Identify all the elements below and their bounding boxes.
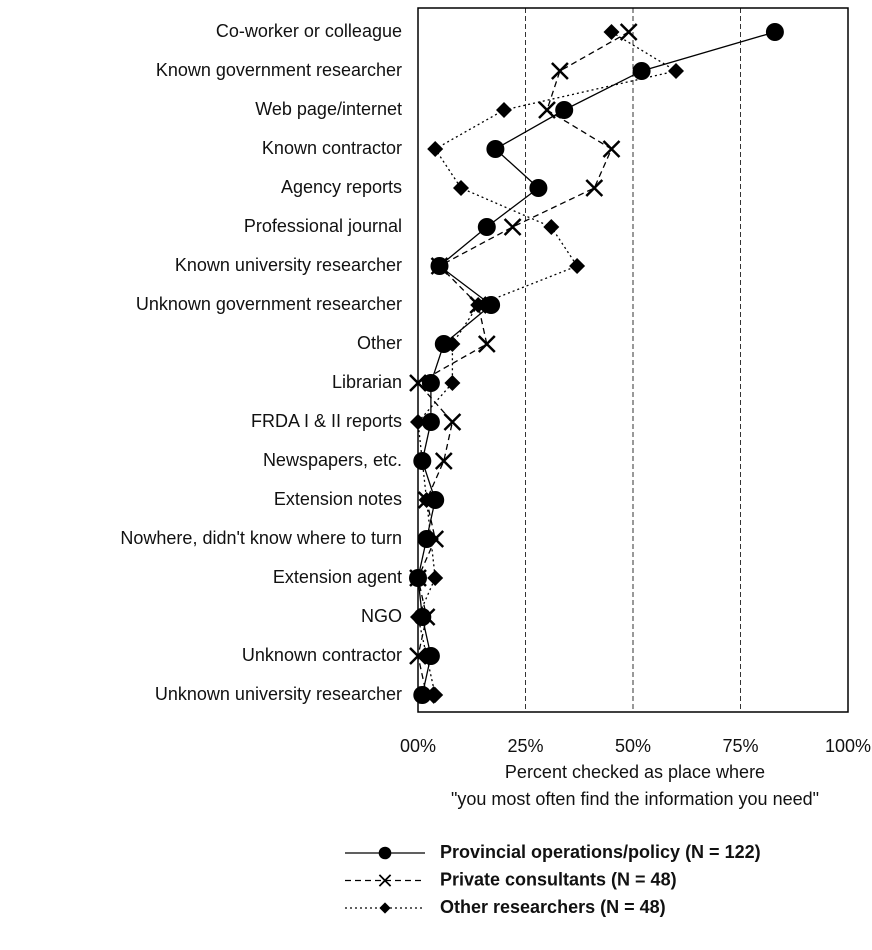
data-point: [427, 141, 444, 157]
data-point: [421, 413, 440, 431]
y-tick-label: Professional journal: [244, 216, 402, 236]
x-axis-label: Percent checked as place where: [505, 762, 765, 782]
x-tick-label: 50%: [615, 736, 651, 756]
data-point: [417, 608, 436, 626]
data-point: [551, 62, 569, 80]
y-tick-label: Web page/internet: [255, 99, 402, 119]
y-tick-label: Newspapers, etc.: [263, 450, 402, 470]
data-point: [409, 569, 427, 587]
x-tick-label: 25%: [507, 736, 543, 756]
x-axis-label: "you most often find the information you…: [451, 789, 819, 809]
y-tick-label: FRDA I & II reports: [251, 411, 402, 431]
y-tick-label: Known government researcher: [156, 60, 402, 80]
y-tick-label: Agency reports: [281, 177, 402, 197]
data-point: [453, 180, 469, 196]
data-point: [555, 101, 574, 119]
y-tick-label: Librarian: [332, 372, 402, 392]
data-point: [413, 686, 432, 704]
legend-marker: [378, 846, 392, 860]
legend-label: Other researchers (N = 48): [440, 897, 666, 917]
legend-marker: [378, 874, 392, 887]
y-tick-label: Unknown contractor: [242, 645, 402, 665]
y-tick-label: NGO: [361, 606, 402, 626]
data-point: [477, 335, 496, 353]
data-point: [668, 63, 684, 79]
data-point: [418, 648, 435, 664]
data-point: [418, 492, 435, 508]
data-point: [503, 218, 522, 236]
data-point: [417, 686, 436, 704]
data-point: [496, 102, 512, 118]
data-point: [486, 140, 505, 158]
x-tick-label: 100%: [825, 736, 871, 756]
y-tick-label: Nowhere, didn't know where to turn: [120, 528, 402, 548]
y-tick-label: Extension notes: [274, 489, 402, 509]
y-tick-label: Co-worker or colleague: [216, 21, 402, 41]
data-point: [427, 687, 444, 703]
data-point: [529, 179, 548, 197]
data-point: [434, 452, 453, 470]
data-point: [538, 101, 556, 119]
data-point: [765, 23, 784, 41]
data-point: [444, 336, 461, 352]
legend-label: Provincial operations/policy (N = 122): [440, 842, 761, 862]
data-point: [409, 374, 427, 392]
y-tick-label: Extension agent: [273, 567, 402, 587]
data-point: [632, 62, 651, 80]
series-line: [417, 31, 776, 696]
data-point: [569, 258, 586, 274]
x-tick-label: 75%: [722, 736, 758, 756]
y-tick-label: Other: [357, 333, 402, 353]
data-point: [482, 296, 501, 314]
y-tick-label: Unknown university researcher: [155, 684, 402, 704]
series-line: [417, 31, 678, 696]
data-point: [543, 219, 560, 235]
data-point: [430, 257, 449, 275]
data-point: [434, 335, 453, 353]
data-point: [477, 218, 496, 236]
data-point: [443, 413, 462, 431]
data-point: [410, 609, 426, 625]
data-point: [603, 24, 620, 40]
data-point: [585, 179, 604, 197]
legend-marker: [379, 902, 391, 914]
data-point: [414, 453, 431, 469]
data-point: [409, 647, 427, 665]
y-tick-label: Known contractor: [262, 138, 402, 158]
legend-label: Private consultants (N = 48): [440, 869, 677, 889]
data-point: [410, 414, 426, 430]
data-point: [470, 297, 487, 313]
data-point: [444, 375, 461, 391]
x-tick-label: 00%: [400, 736, 436, 756]
data-point: [422, 531, 439, 547]
y-tick-label: Known university researcher: [175, 255, 402, 275]
data-point: [619, 23, 638, 41]
plot-frame: [417, 7, 849, 713]
data-point: [602, 140, 621, 158]
y-tick-label: Unknown government researcher: [136, 294, 402, 314]
data-point: [427, 570, 444, 586]
series-line: [416, 31, 630, 696]
